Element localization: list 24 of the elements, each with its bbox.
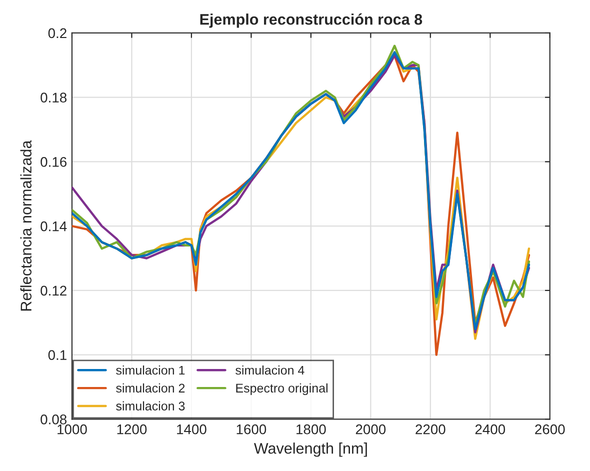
- legend-label: Espectro original: [236, 383, 328, 396]
- x-tick-label: 2600: [535, 424, 565, 434]
- x-tick-label: 2400: [475, 424, 506, 434]
- x-tick-label: 1600: [236, 424, 266, 434]
- legend-label: simulacion 1: [116, 365, 185, 375]
- chart-title: Ejemplo reconstrucción roca 8: [200, 13, 422, 28]
- y-tick-label: 0.18: [40, 92, 67, 103]
- x-tick-label: 2000: [356, 424, 386, 434]
- legend-label: simulacion 3: [116, 401, 185, 410]
- legend-label: simulacion 2: [116, 383, 185, 393]
- x-axis-title: Wavelength [nm]: [254, 442, 367, 457]
- legend-label: simulacion 4: [236, 365, 304, 375]
- x-tick-label: 2200: [416, 424, 446, 434]
- y-tick-label: 0.08: [40, 414, 67, 424]
- x-tick-label: 1200: [117, 424, 147, 434]
- y-tick-label: 0.16: [40, 157, 67, 167]
- x-tick-label: 1800: [296, 424, 326, 434]
- y-tick-label: 0.2: [48, 28, 66, 38]
- x-tick-label: 1000: [58, 424, 87, 434]
- x-tick-label: 1400: [177, 424, 206, 434]
- y-axis-title: Reflectancia normalizada: [20, 140, 32, 311]
- y-tick-label: 0.12: [40, 286, 66, 296]
- y-tick-label: 0.1: [48, 350, 66, 360]
- y-tick-label: 0.14: [40, 221, 67, 232]
